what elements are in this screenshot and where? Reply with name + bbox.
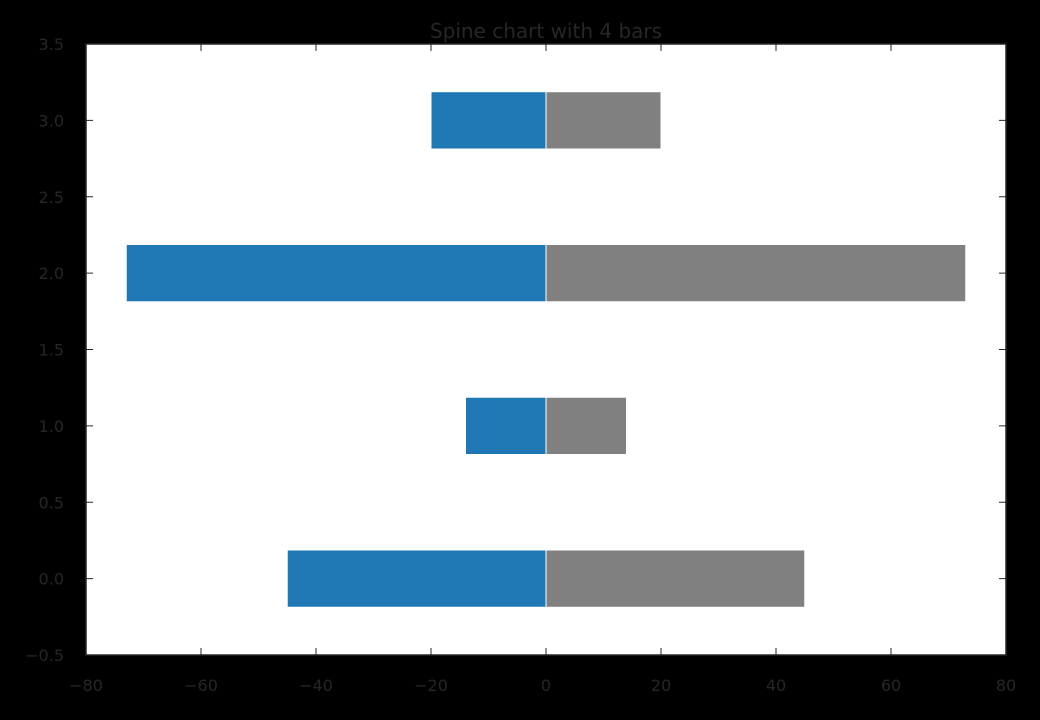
x-tick-label: 80 <box>996 676 1016 695</box>
bar-series-0-row-1 <box>465 396 547 456</box>
x-tick-label: 20 <box>651 676 671 695</box>
x-tick-label: −40 <box>299 676 333 695</box>
y-tick-label: 0.5 <box>39 493 64 512</box>
chart-title: Spine chart with 4 bars <box>430 19 662 43</box>
bar-series-1-row-3 <box>545 91 662 150</box>
bar-series-0-row-0 <box>286 549 547 608</box>
bar-series-1-row-2 <box>545 243 967 303</box>
x-tick-label: 60 <box>881 676 901 695</box>
y-tick-label: 0.0 <box>39 570 64 589</box>
y-tick-label: 3.0 <box>39 111 64 130</box>
x-tick-label: 40 <box>766 676 786 695</box>
bar-series-0-row-3 <box>430 91 547 150</box>
bar-series-0-row-2 <box>125 243 547 303</box>
y-tick-label: 1.0 <box>39 417 64 436</box>
ticks-layer: −80 −60 −40 −20 0 20 40 60 80 −0.5 0.0 0.5 1.0 1.5 2.0… <box>25 35 1016 695</box>
x-tick-label: 0 <box>541 676 551 695</box>
y-tick-label: 1.5 <box>39 341 64 360</box>
x-tick-label: −60 <box>184 676 218 695</box>
y-tick-label: 2.5 <box>39 188 64 207</box>
x-tick-label: −80 <box>69 676 103 695</box>
bar-series-1-row-0 <box>545 549 806 608</box>
y-tick-label: 3.5 <box>39 35 64 54</box>
y-tick-label: 2.0 <box>39 264 64 283</box>
bar-series-1-row-1 <box>545 396 627 456</box>
y-tick-label: −0.5 <box>25 646 64 665</box>
bars-layer <box>125 91 967 608</box>
x-tick-label: −20 <box>414 676 448 695</box>
